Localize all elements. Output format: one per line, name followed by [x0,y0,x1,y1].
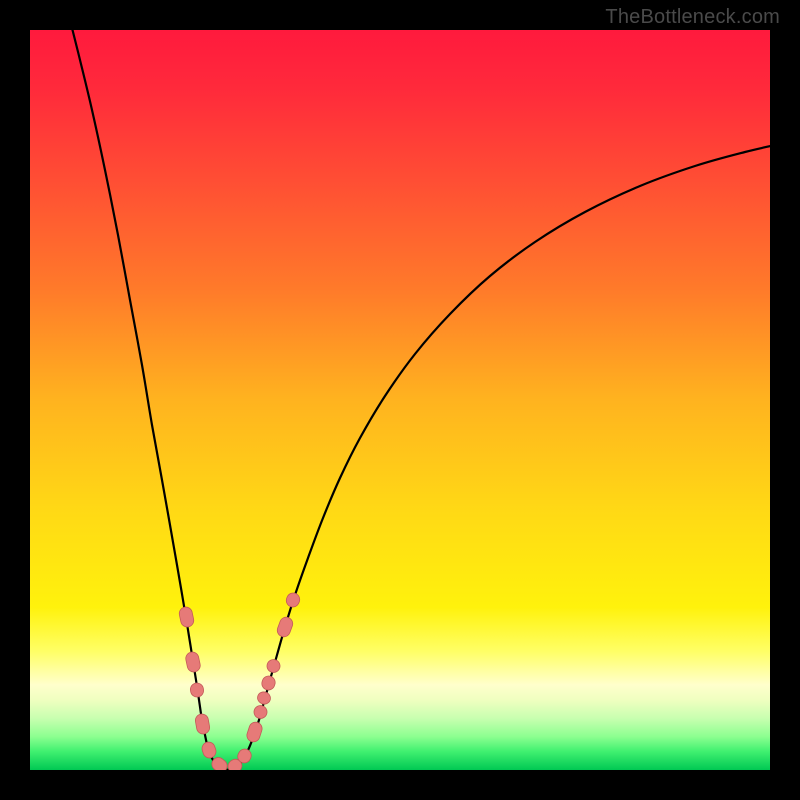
plot-area [30,30,770,770]
curve-layer [30,30,770,770]
curve-marker [260,674,277,691]
curve-marker [189,682,204,698]
curve-marker [245,720,264,743]
curve-marker [185,651,202,673]
watermark-text: TheBottleneck.com [605,6,780,29]
curve-right-branch [228,144,770,770]
curve-marker [256,690,272,705]
curve-marker [252,704,268,720]
curve-marker [194,713,210,735]
curve-marker [275,615,294,638]
curve-marker [284,591,301,609]
chart-frame: TheBottleneck.com [0,0,800,800]
curve-marker [200,740,217,759]
curve-marker [265,658,281,674]
curve-marker [178,606,195,628]
curve-left-branch [70,30,228,770]
